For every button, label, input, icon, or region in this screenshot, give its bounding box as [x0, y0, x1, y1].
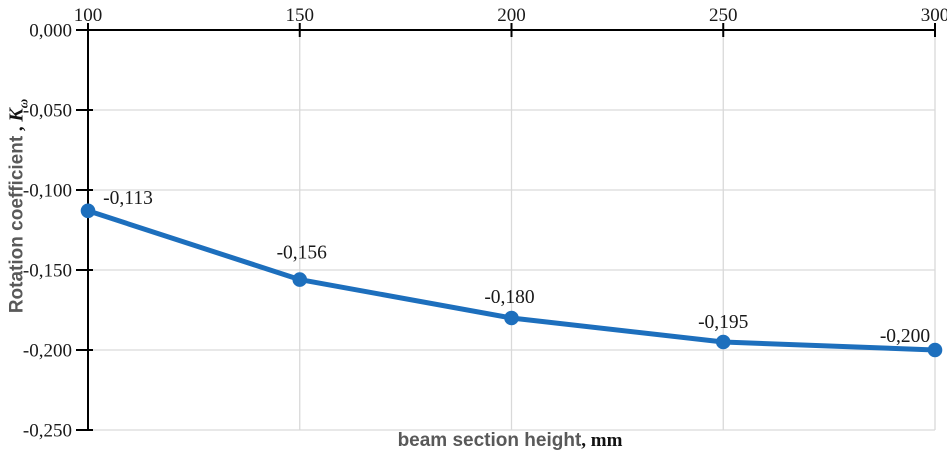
x-tick-label: 100	[74, 5, 103, 26]
y-tick-label: -0,250	[23, 421, 72, 442]
x-tick-label: 250	[709, 5, 738, 26]
data-label: -0,180	[484, 287, 534, 308]
x-axis-title-text: beam section height	[397, 430, 582, 451]
x-axis-title-unit: , mm	[581, 430, 623, 451]
x-axis-title: beam section height, mm	[398, 430, 623, 452]
y-axis-title-separator: ,	[6, 121, 28, 136]
x-tick-label: 150	[286, 5, 315, 26]
x-tick-label: 200	[497, 5, 526, 26]
data-point-marker	[80, 203, 96, 219]
y-tick-label: -0,100	[23, 181, 72, 202]
y-axis-title-text: Rotation coefficient	[6, 135, 28, 314]
data-point-marker	[715, 334, 731, 350]
data-point-marker	[504, 310, 519, 326]
y-tick-label: -0,050	[23, 101, 72, 122]
data-label: -0,195	[698, 312, 748, 333]
y-axis-title-symbol: K	[5, 108, 28, 122]
x-tick-label: 300	[921, 5, 947, 26]
y-tick-label: 0,000	[29, 21, 72, 42]
y-axis-title-subscript: ω	[15, 98, 31, 109]
data-point-marker	[292, 272, 308, 287]
y-tick-label: -0,150	[23, 261, 72, 282]
y-axis-title: Rotation coefficient , Kω	[6, 99, 35, 313]
y-tick-label: -0,200	[23, 341, 72, 362]
data-label: -0,156	[277, 243, 328, 264]
data-point-marker	[927, 342, 943, 358]
data-label: -0,200	[880, 326, 930, 347]
data-label: -0,113	[103, 188, 153, 209]
